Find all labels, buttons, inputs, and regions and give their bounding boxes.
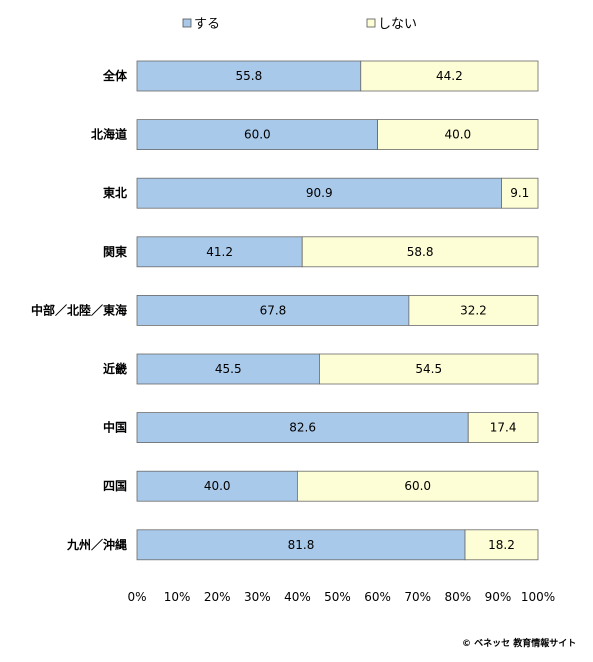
category-label-7: 四国: [103, 479, 127, 493]
bar-0-1: [136, 119, 379, 150]
bar-1-0: [360, 60, 539, 92]
data-label-0-8: 81.8: [288, 538, 315, 552]
x-tick-label-4: 40%: [284, 590, 311, 604]
legend-swatch-1: [366, 18, 376, 28]
bar-0-3: [136, 236, 303, 268]
legend-swatch-0: [182, 18, 192, 28]
bar-0-6: [136, 412, 469, 444]
data-label-0-0: 55.8: [236, 69, 263, 83]
bar-1-4: [408, 294, 539, 326]
bar-1-6: [467, 412, 539, 444]
data-label-1-8: 18.2: [488, 538, 515, 552]
bar-0-0: [136, 60, 362, 92]
bar-1-5: [319, 353, 539, 385]
data-label-1-1: 40.0: [444, 128, 471, 142]
category-label-5: 近畿: [103, 361, 127, 376]
x-tick-label-7: 70%: [404, 590, 431, 604]
bar-1-1: [377, 119, 539, 150]
category-label-0: 全体: [102, 68, 128, 83]
x-tick-label-2: 20%: [204, 590, 231, 604]
x-tick-label-0: 0%: [127, 590, 146, 604]
data-label-0-1: 60.0: [244, 128, 271, 142]
bar-1-3: [301, 236, 539, 268]
data-label-1-6: 17.4: [490, 421, 517, 435]
category-label-2: 東北: [103, 185, 127, 200]
category-label-1: 北海道: [91, 127, 127, 142]
x-tick-label-5: 50%: [324, 590, 351, 604]
bar-0-4: [136, 294, 410, 326]
bar-1-8: [464, 529, 539, 561]
data-label-1-3: 58.8: [407, 245, 434, 259]
x-tick-label-9: 90%: [485, 590, 512, 604]
data-label-1-7: 60.0: [404, 479, 431, 493]
data-label-0-3: 41.2: [206, 245, 233, 259]
data-label-0-6: 82.6: [289, 421, 316, 435]
data-label-1-2: 9.1: [510, 186, 529, 200]
x-tick-label-1: 10%: [164, 590, 191, 604]
x-tick-label-10: 100%: [521, 590, 555, 604]
legend-label-1: しない: [378, 17, 417, 32]
category-label-8: 九州／沖縄: [66, 537, 127, 552]
data-label-0-4: 67.8: [260, 303, 287, 317]
x-tick-label-3: 30%: [244, 590, 271, 604]
x-tick-label-6: 60%: [364, 590, 391, 604]
bar-1-7: [296, 470, 539, 502]
copyright-footer: © ベネッセ 教育情報サイト: [462, 639, 577, 649]
data-label-0-2: 90.9: [306, 186, 333, 200]
data-label-0-5: 45.5: [215, 362, 242, 376]
bar-0-2: [136, 177, 502, 209]
data-label-1-4: 32.2: [460, 303, 487, 317]
data-label-1-5: 54.5: [415, 362, 442, 376]
category-label-6: 中国: [103, 420, 127, 435]
legend-label-0: する: [194, 17, 220, 32]
data-label-1-0: 44.2: [436, 69, 463, 83]
category-label-4: 中部／北陸／東海: [31, 302, 127, 317]
category-label-3: 関東: [103, 244, 127, 259]
bar-1-2: [501, 177, 539, 209]
bar-0-8: [136, 529, 466, 561]
data-label-0-7: 40.0: [204, 479, 231, 493]
x-tick-label-8: 80%: [444, 590, 471, 604]
